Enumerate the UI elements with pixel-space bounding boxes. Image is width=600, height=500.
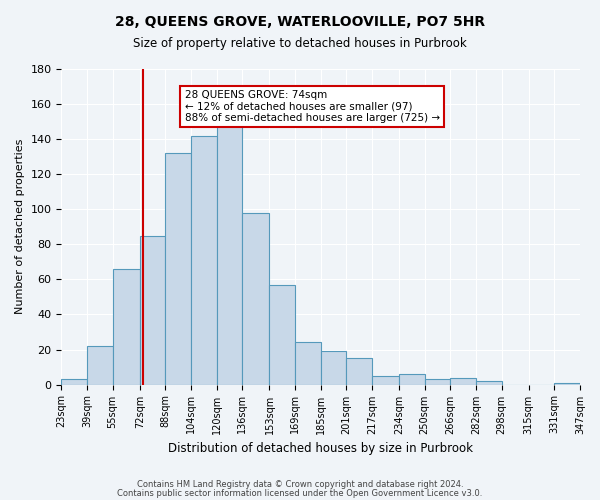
X-axis label: Distribution of detached houses by size in Purbrook: Distribution of detached houses by size … [168,442,473,455]
Bar [476,381,502,384]
Text: 28 QUEENS GROVE: 74sqm
← 12% of detached houses are smaller (97)
88% of semi-det: 28 QUEENS GROVE: 74sqm ← 12% of detached… [185,90,440,123]
Text: Contains public sector information licensed under the Open Government Licence v3: Contains public sector information licen… [118,488,482,498]
Bar [451,378,476,384]
Bar [399,374,425,384]
Bar [140,236,166,384]
Bar [321,352,346,384]
Text: 28, QUEENS GROVE, WATERLOOVILLE, PO7 5HR: 28, QUEENS GROVE, WATERLOOVILLE, PO7 5HR [115,15,485,29]
Text: Contains HM Land Registry data © Crown copyright and database right 2024.: Contains HM Land Registry data © Crown c… [137,480,463,489]
Y-axis label: Number of detached properties: Number of detached properties [15,139,25,314]
Bar [166,153,191,384]
Bar [372,376,399,384]
Bar [242,213,269,384]
Bar [113,269,140,384]
Bar [87,346,113,385]
Bar [269,284,295,384]
Bar [346,358,372,384]
Bar [61,380,87,384]
Bar [425,380,451,384]
Bar [295,342,321,384]
Bar [191,136,217,384]
Bar [554,383,580,384]
Bar [217,122,242,384]
Text: Size of property relative to detached houses in Purbrook: Size of property relative to detached ho… [133,38,467,51]
